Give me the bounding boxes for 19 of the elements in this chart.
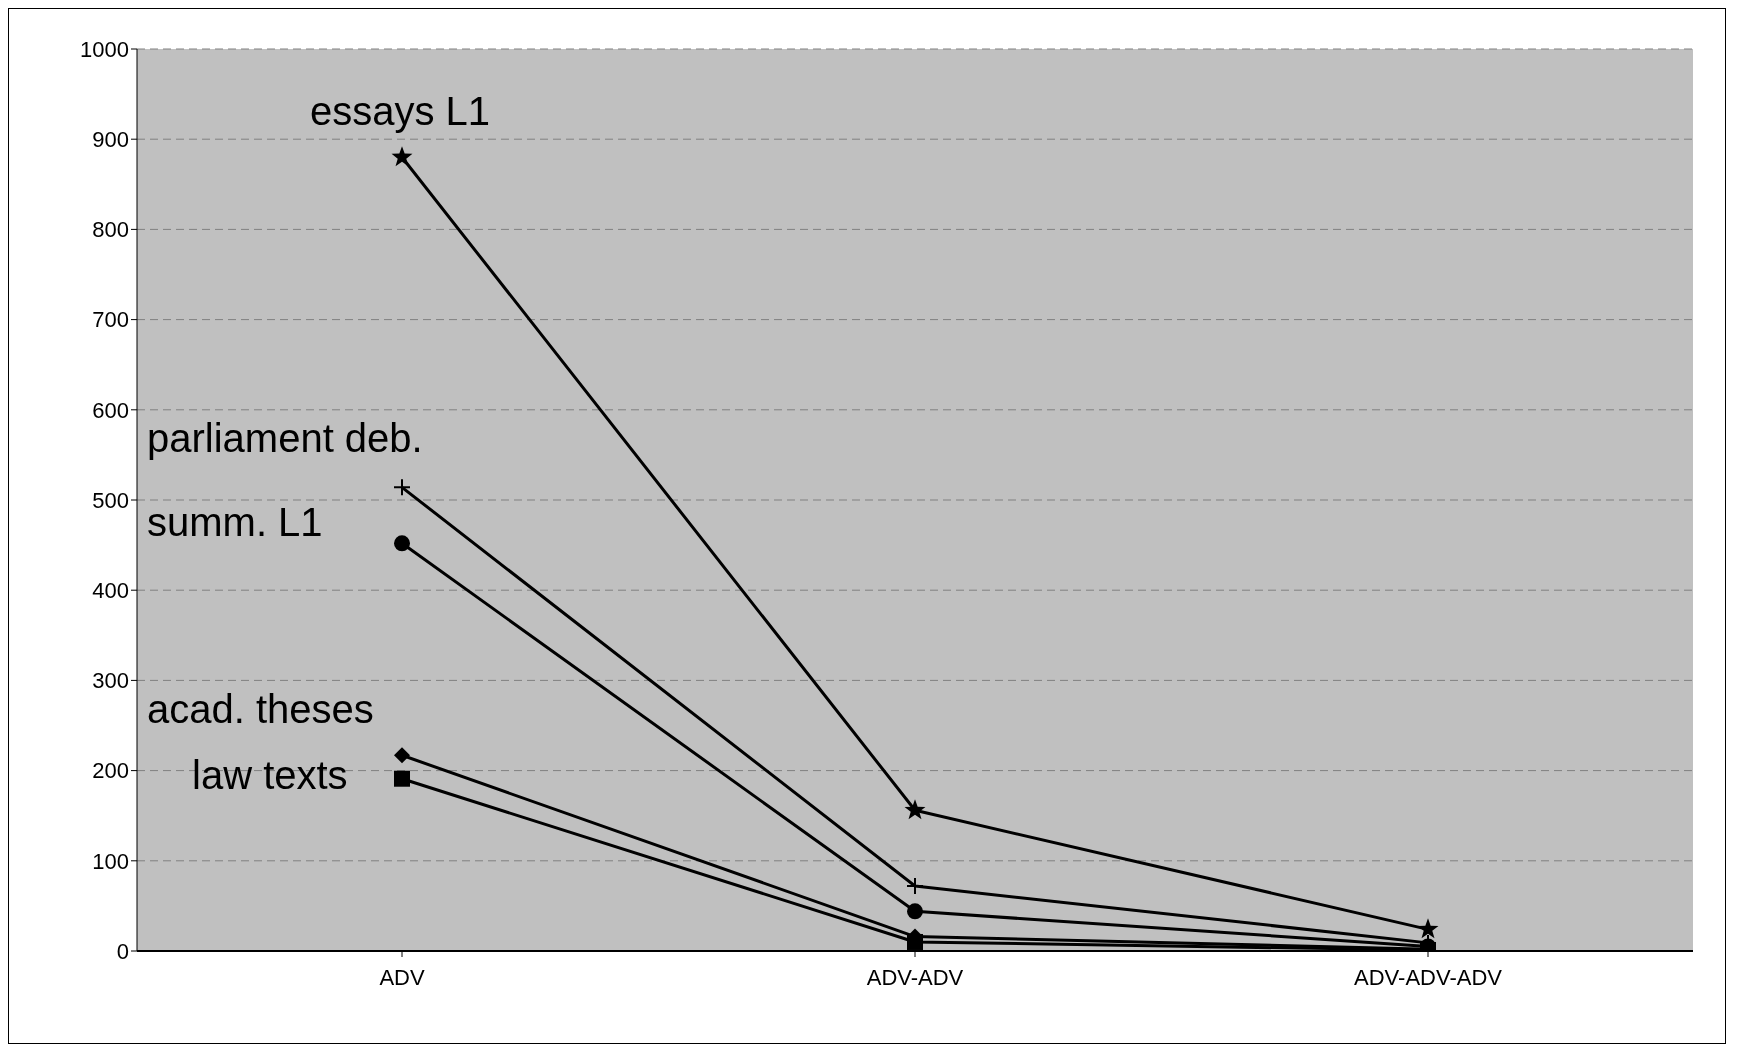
series-label: summ. L1 — [147, 500, 323, 545]
y-tick-label: 600 — [92, 397, 129, 423]
y-tick-label: 700 — [92, 307, 129, 333]
series-label: essays L1 — [310, 89, 491, 134]
y-tick-label: 1000 — [80, 36, 129, 62]
series-label: parliament deb. — [147, 416, 423, 461]
series-label: acad. theses — [147, 687, 374, 732]
x-tick-label: ADV-ADV-ADV — [1354, 964, 1503, 990]
y-tick-label: 900 — [92, 127, 129, 153]
y-tick-label: 0 — [116, 938, 129, 964]
series-label: law texts — [192, 752, 348, 797]
y-tick-label: 400 — [92, 578, 129, 604]
x-tick-label: ADV-ADV — [866, 964, 964, 990]
y-tick-label: 200 — [92, 758, 129, 784]
y-tick-label: 300 — [92, 668, 129, 694]
x-tick-label: ADV — [379, 964, 425, 990]
y-tick-label: 800 — [92, 217, 129, 243]
y-tick-label: 500 — [92, 487, 129, 513]
y-tick-label: 100 — [92, 848, 129, 874]
